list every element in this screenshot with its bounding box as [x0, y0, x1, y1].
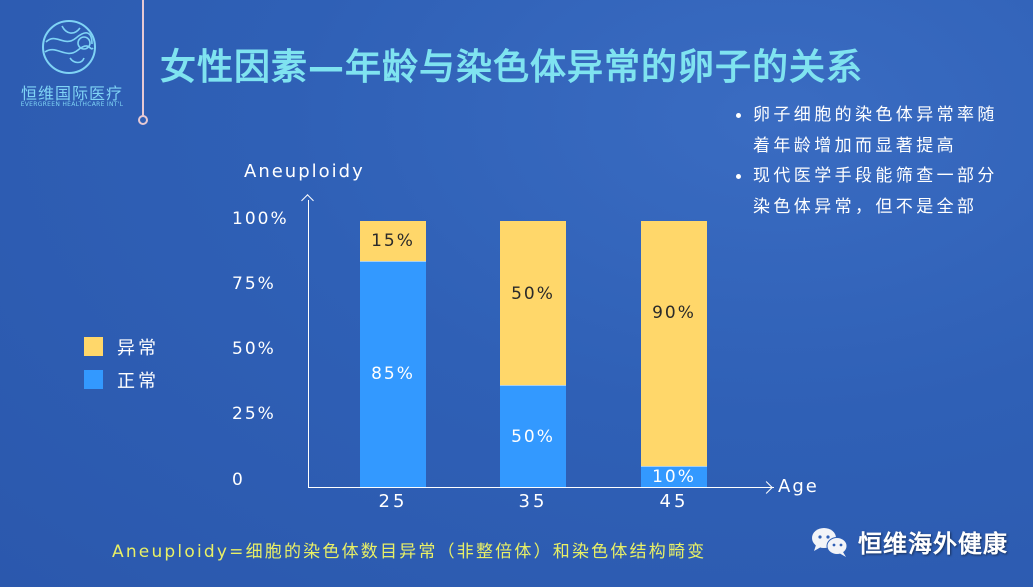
slide-title: 女性因素—年龄与染色体异常的卵子的关系: [160, 47, 864, 88]
x-axis-title: Age: [778, 476, 819, 497]
x-tick-label: 45: [659, 491, 689, 512]
bullet-list: 卵子细胞的染色体异常率随 着年龄增加而显著提高 现代医学手段能筛查一部分 染色体…: [733, 100, 1023, 222]
watermark-text: 恒维海外健康: [858, 530, 1008, 558]
bullet-line: 现代医学手段能筛查一部分: [753, 166, 998, 186]
bar-segment-abnormal: 90%: [641, 221, 707, 466]
divider-end-dot: [138, 115, 148, 125]
logo-name-cn: 恒维国际医疗: [20, 84, 123, 103]
y-axis-arrow-icon: [301, 194, 314, 207]
chart-legend: 异常 正常: [84, 330, 159, 396]
y-axis-line: [308, 200, 309, 487]
y-tick-label: 25%: [232, 404, 276, 424]
y-axis-title: Aneuploidy: [244, 161, 365, 182]
x-axis-line: [308, 487, 774, 488]
x-axis-arrow-icon: [760, 481, 773, 494]
bar-age-35: 50% 50%: [500, 221, 566, 487]
bar-segment-abnormal: 15%: [360, 221, 426, 261]
wechat-icon: [812, 527, 848, 557]
bullet-line: 着年龄增加而显著提高: [753, 135, 957, 156]
legend-label: 正常: [117, 370, 159, 392]
y-tick-label: 100%: [232, 209, 289, 229]
y-tick-label: 50%: [232, 339, 276, 359]
y-tick-label: 0: [232, 470, 245, 490]
bar-age-25: 15% 85%: [360, 221, 426, 487]
bullet-item: 现代医学手段能筛查一部分 染色体异常，但不是全部: [733, 161, 1023, 222]
bar-age-45: 90% 10%: [641, 221, 707, 487]
bullet-line: 染色体异常，但不是全部: [753, 196, 978, 217]
legend-label: 异常: [117, 337, 159, 359]
x-tick-label: 35: [518, 491, 548, 512]
legend-item-normal: 正常: [84, 363, 159, 396]
bar-segment-normal: 85%: [360, 260, 426, 487]
logo-name-en: EVERGREEN HEALTHCARE INT'L: [20, 101, 124, 108]
bar-segment-normal: 50%: [500, 385, 566, 487]
legend-swatch-yellow: [84, 337, 103, 356]
header-divider: [142, 0, 144, 116]
watermark: 恒维海外健康: [810, 524, 1008, 559]
bullet-item: 卵子细胞的染色体异常率随 着年龄增加而显著提高: [733, 100, 1023, 161]
bullet-line: 卵子细胞的染色体异常率随: [753, 105, 998, 125]
footnote-definition: Aneuploidy=细胞的染色体数目异常（非整倍体）和染色体结构畸变: [112, 542, 707, 562]
company-logo-icon: [42, 20, 96, 74]
legend-item-abnormal: 异常: [84, 330, 159, 363]
legend-swatch-blue: [84, 370, 103, 389]
x-tick-label: 25: [378, 491, 408, 512]
y-tick-label: 75%: [232, 274, 276, 294]
bar-segment-normal: 10%: [641, 466, 707, 487]
bar-segment-abnormal: 50%: [500, 221, 566, 385]
